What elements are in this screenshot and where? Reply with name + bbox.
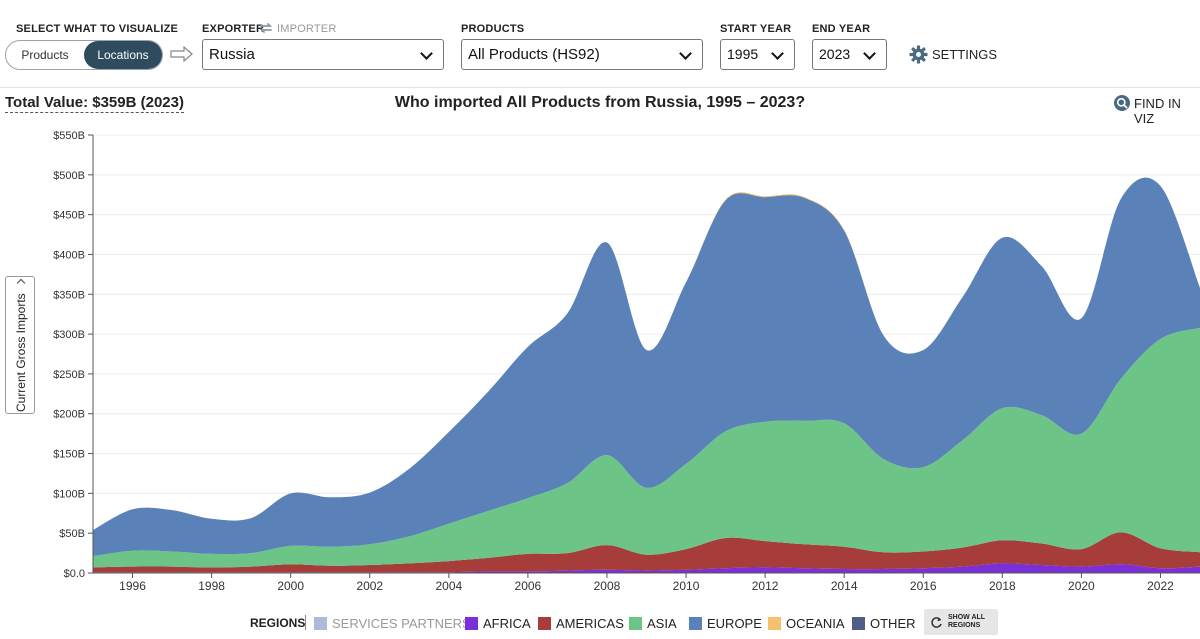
swap-icon[interactable] xyxy=(259,21,273,35)
y-axis-measure-toggle[interactable]: Current Gross Imports xyxy=(5,276,35,414)
x-tick-label: 1998 xyxy=(198,579,225,593)
y-tick-label: $300B xyxy=(53,329,85,341)
exporter-value: Russia xyxy=(209,46,255,63)
visualize-toggle[interactable]: Products Locations xyxy=(5,40,163,70)
x-tick-label: 2002 xyxy=(356,579,383,593)
end-year-label: END YEAR xyxy=(812,23,871,35)
legend-label: OCEANIA xyxy=(786,615,845,631)
y-tick-label: $350B xyxy=(53,289,85,301)
x-tick-label: 2016 xyxy=(910,579,937,593)
legend-item-oceania[interactable]: OCEANIA xyxy=(768,614,845,632)
legend-item-other[interactable]: OTHER xyxy=(852,614,916,632)
y-tick-label: $100B xyxy=(53,488,85,500)
x-tick-label: 2020 xyxy=(1068,579,1095,593)
legend-swatch xyxy=(689,616,702,630)
search-icon[interactable] xyxy=(1113,94,1131,112)
exporter-label[interactable]: EXPORTER xyxy=(202,23,265,35)
x-tick-label: 2010 xyxy=(673,579,700,593)
end-year-value: 2023 xyxy=(819,46,851,62)
legend-item-services-partners[interactable]: SERVICES PARTNERS xyxy=(314,614,471,632)
legend-label: ASIA xyxy=(647,615,677,631)
legend-swatch xyxy=(538,616,551,630)
toggle-locations[interactable]: Locations xyxy=(84,41,162,69)
products-label: PRODUCTS xyxy=(461,23,525,35)
area-asia xyxy=(93,327,1200,568)
legend-item-africa[interactable]: AFRICA xyxy=(465,614,531,632)
area-europe xyxy=(93,177,1200,557)
legend-label: EUROPE xyxy=(707,615,762,631)
y-tick-label: $0.0 xyxy=(64,568,85,580)
legend-divider xyxy=(305,615,306,630)
y-tick-label: $50B xyxy=(59,528,85,540)
legend-title: REGIONS xyxy=(250,616,306,630)
exporter-select[interactable]: Russia xyxy=(202,39,444,70)
y-tick-label: $550B xyxy=(53,130,85,142)
y-tick-label: $450B xyxy=(53,210,85,222)
end-year-select[interactable]: 2023 xyxy=(812,39,887,70)
select-what-label: SELECT WHAT TO VISUALIZE xyxy=(16,23,179,35)
legend-swatch xyxy=(465,616,478,630)
arrow-right-icon xyxy=(170,46,193,62)
show-all-regions-button[interactable]: SHOW ALL REGIONS xyxy=(924,609,998,635)
x-tick-label: 2008 xyxy=(594,579,621,593)
start-year-value: 1995 xyxy=(727,46,759,62)
y-tick-label: $250B xyxy=(53,369,85,381)
x-tick-label: 2022 xyxy=(1147,579,1174,593)
show-all-regions-label: SHOW ALL REGIONS xyxy=(948,614,985,629)
total-value[interactable]: Total Value: $359B (2023) xyxy=(5,94,184,113)
y-tick-label: $150B xyxy=(53,449,85,461)
legend-label: AMERICAS xyxy=(556,615,624,631)
x-tick-label: 2004 xyxy=(435,579,462,593)
area-americas xyxy=(93,532,1200,573)
x-tick-label: 2006 xyxy=(515,579,542,593)
products-value: All Products (HS92) xyxy=(468,46,600,63)
refresh-icon xyxy=(931,617,942,628)
legend-swatch xyxy=(629,616,642,630)
settings-button[interactable]: SETTINGS xyxy=(932,47,998,62)
legend-swatch xyxy=(314,616,327,630)
x-tick-label: 2018 xyxy=(989,579,1016,593)
gear-icon[interactable] xyxy=(909,45,928,64)
importer-label[interactable]: IMPORTER xyxy=(277,23,337,35)
y-tick-label: $500B xyxy=(53,170,85,182)
y-tick-label: $400B xyxy=(53,249,85,261)
stacked-area-chart: $0.0 $50B $100B $150B $200B $250B $300B $350B $4… xyxy=(53,130,1200,593)
legend-swatch xyxy=(852,616,865,630)
x-tick-label: 2000 xyxy=(277,579,304,593)
x-tick-label: 2012 xyxy=(752,579,779,593)
legend-item-asia[interactable]: ASIA xyxy=(629,614,677,632)
start-year-label: START YEAR xyxy=(720,23,792,35)
legend-swatch xyxy=(768,616,781,630)
toggle-products[interactable]: Products xyxy=(21,48,69,62)
x-tick-label: 1996 xyxy=(119,579,146,593)
divider xyxy=(0,87,1200,88)
y-tick-label: $200B xyxy=(53,409,85,421)
find-in-viz-button[interactable]: FIND IN VIZ xyxy=(1134,96,1181,126)
legend-label: OTHER xyxy=(870,615,916,631)
x-tick-label: 2014 xyxy=(831,579,858,593)
legend-label: SERVICES PARTNERS xyxy=(332,615,471,631)
legend-item-americas[interactable]: AMERICAS xyxy=(538,614,624,632)
start-year-select[interactable]: 1995 xyxy=(720,39,795,70)
legend-item-europe[interactable]: EUROPE xyxy=(689,614,762,632)
products-select[interactable]: All Products (HS92) xyxy=(461,39,703,70)
area-africa xyxy=(93,563,1200,573)
legend-label: AFRICA xyxy=(483,615,531,631)
